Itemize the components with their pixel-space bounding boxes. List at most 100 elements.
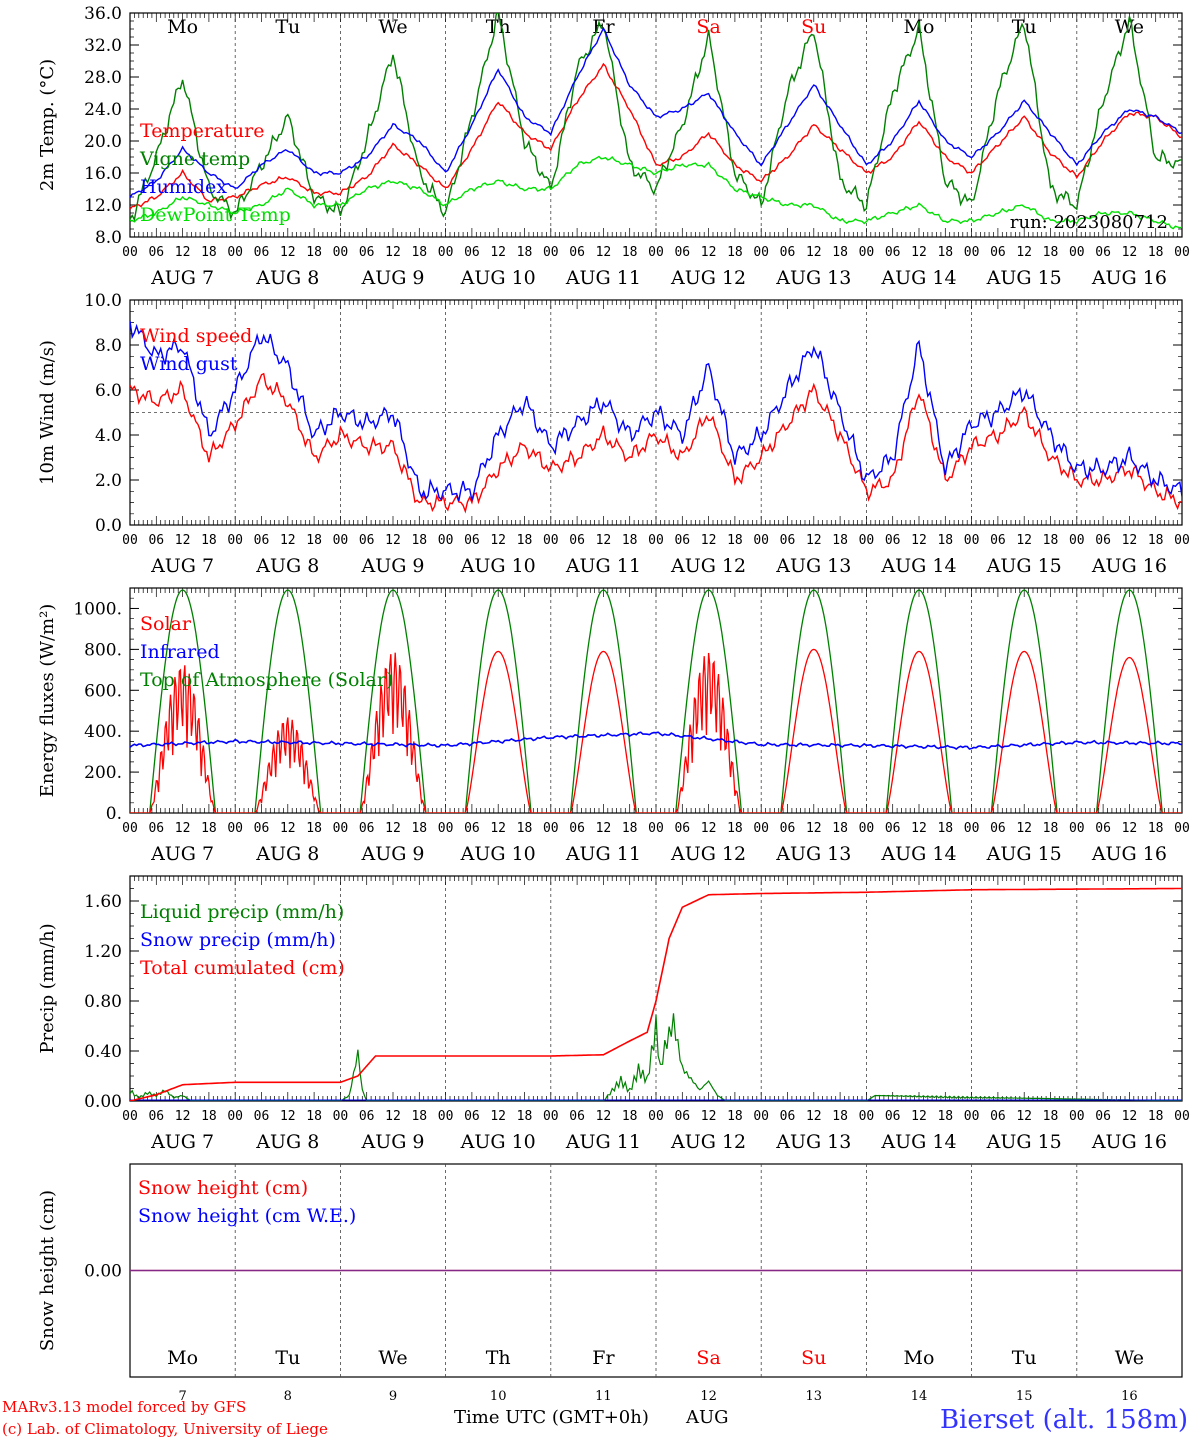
- hour-tick-label: 18: [1043, 533, 1059, 548]
- y-tick-label: 20.0: [84, 132, 122, 152]
- hour-tick-label: 00: [753, 821, 769, 836]
- legend-entry: Liquid precip (mm/h): [140, 901, 344, 923]
- date-label: AUG 16: [1091, 843, 1167, 865]
- hour-tick-label: 18: [937, 245, 953, 260]
- date-label: AUG 15: [986, 1131, 1062, 1153]
- weekday-label: We: [378, 16, 407, 38]
- y-tick-label: 800.: [84, 640, 122, 660]
- hour-tick-label: 06: [885, 1109, 901, 1124]
- hour-tick-label: 06: [148, 245, 164, 260]
- date-label: AUG 10: [460, 1131, 536, 1153]
- date-label: AUG 15: [986, 267, 1062, 289]
- y-tick-label: 16.0: [84, 164, 122, 184]
- hour-tick-label: 18: [832, 821, 848, 836]
- hour-tick-label: 00: [753, 1109, 769, 1124]
- hour-tick-label: 18: [517, 245, 533, 260]
- y-tick-label: 0.80: [84, 992, 122, 1012]
- hour-tick-label: 06: [569, 821, 585, 836]
- hour-tick-label: 00: [438, 533, 454, 548]
- y-axis-label: Snow height (cm): [37, 1190, 58, 1351]
- series-line: [130, 589, 1182, 813]
- hour-tick-label: 06: [674, 533, 690, 548]
- hour-tick-label: 18: [1043, 821, 1059, 836]
- y-tick-label: 8.0: [95, 336, 122, 356]
- hour-tick-label: 00: [543, 1109, 559, 1124]
- hour-tick-label: 00: [964, 245, 980, 260]
- weekday-label: Tu: [275, 1347, 300, 1369]
- date-label: AUG 8: [255, 1131, 319, 1153]
- hour-tick-label: 18: [306, 1109, 322, 1124]
- hour-tick-label: 12: [596, 821, 612, 836]
- hour-tick-label: 18: [1148, 1109, 1164, 1124]
- date-label: AUG 14: [880, 1131, 956, 1153]
- y-tick-label: 1.20: [84, 942, 122, 962]
- hour-tick-label: 00: [1069, 821, 1085, 836]
- hour-tick-label: 12: [175, 821, 191, 836]
- hour-tick-label: 00: [122, 245, 138, 260]
- hour-tick-label: 00: [648, 245, 664, 260]
- hour-tick-label: 12: [490, 1109, 506, 1124]
- hour-tick-label: 12: [175, 245, 191, 260]
- hour-tick-label: 12: [280, 821, 296, 836]
- hour-tick-label: 18: [201, 1109, 217, 1124]
- day-number-label: 12: [700, 1389, 717, 1404]
- hour-tick-label: 06: [780, 533, 796, 548]
- legend-entry: Wind speed: [140, 325, 252, 347]
- date-label: AUG 9: [360, 555, 424, 577]
- legend-entry: Infrared: [140, 641, 220, 663]
- date-label: AUG 13: [775, 555, 851, 577]
- hour-tick-label: 06: [674, 821, 690, 836]
- date-label: AUG 8: [255, 555, 319, 577]
- legend-entry: Solar: [140, 613, 192, 635]
- hour-tick-label: 12: [490, 821, 506, 836]
- legend-entry: Top of Atmosphere (Solar): [140, 669, 393, 691]
- hour-tick-label: 00: [753, 245, 769, 260]
- x-axis-label: Time UTC (GMT+0h): [454, 1407, 649, 1428]
- hour-tick-label: 18: [1148, 821, 1164, 836]
- hour-tick-label: 06: [990, 245, 1006, 260]
- date-label: AUG 7: [150, 267, 214, 289]
- credit-line-1: MARv3.13 model forced by GFS: [2, 1398, 246, 1416]
- weekday-label: Th: [486, 1347, 511, 1369]
- hour-tick-label: 06: [1095, 1109, 1111, 1124]
- hour-tick-label: 06: [359, 1109, 375, 1124]
- legend-entry: Snow precip (mm/h): [140, 929, 336, 951]
- legend-entry: DewPoint Temp: [140, 204, 291, 226]
- y-tick-label: 4.0: [95, 426, 122, 446]
- series-line: [130, 1013, 1182, 1101]
- hour-tick-label: 00: [122, 1109, 138, 1124]
- date-label: AUG 8: [255, 843, 319, 865]
- date-label: AUG 16: [1091, 1131, 1167, 1153]
- hour-tick-label: 18: [937, 821, 953, 836]
- date-label: AUG 11: [565, 267, 641, 289]
- hour-tick-label: 06: [1095, 245, 1111, 260]
- hour-tick-label: 12: [1122, 533, 1138, 548]
- hour-tick-label: 18: [1043, 245, 1059, 260]
- series-line: [130, 320, 1182, 502]
- hour-tick-label: 18: [306, 821, 322, 836]
- weekday-label: Mo: [167, 1347, 198, 1369]
- hour-tick-label: 12: [1122, 821, 1138, 836]
- hour-tick-label: 06: [780, 1109, 796, 1124]
- hour-tick-label: 18: [727, 245, 743, 260]
- series-group: [130, 887, 1182, 1101]
- hour-tick-label: 12: [806, 821, 822, 836]
- hour-tick-label: 18: [517, 1109, 533, 1124]
- hour-tick-label: 12: [385, 533, 401, 548]
- hour-tick-label: 18: [1148, 245, 1164, 260]
- hour-tick-label: 06: [148, 533, 164, 548]
- date-label: AUG 11: [565, 555, 641, 577]
- hour-tick-label: 18: [622, 245, 638, 260]
- hour-tick-label: 06: [254, 1109, 270, 1124]
- hour-tick-label: 12: [1016, 821, 1032, 836]
- x-minor-ticks: [129, 13, 1183, 237]
- weekday-label: We: [1115, 1347, 1144, 1369]
- y-tick-label: 36.0: [84, 4, 122, 24]
- x-minor-ticks: [129, 300, 1183, 525]
- date-label: AUG 14: [880, 267, 956, 289]
- hour-tick-label: 18: [937, 1109, 953, 1124]
- hour-tick-label: 18: [622, 1109, 638, 1124]
- hour-tick-label: 18: [727, 821, 743, 836]
- weekday-label: Tu: [275, 16, 300, 38]
